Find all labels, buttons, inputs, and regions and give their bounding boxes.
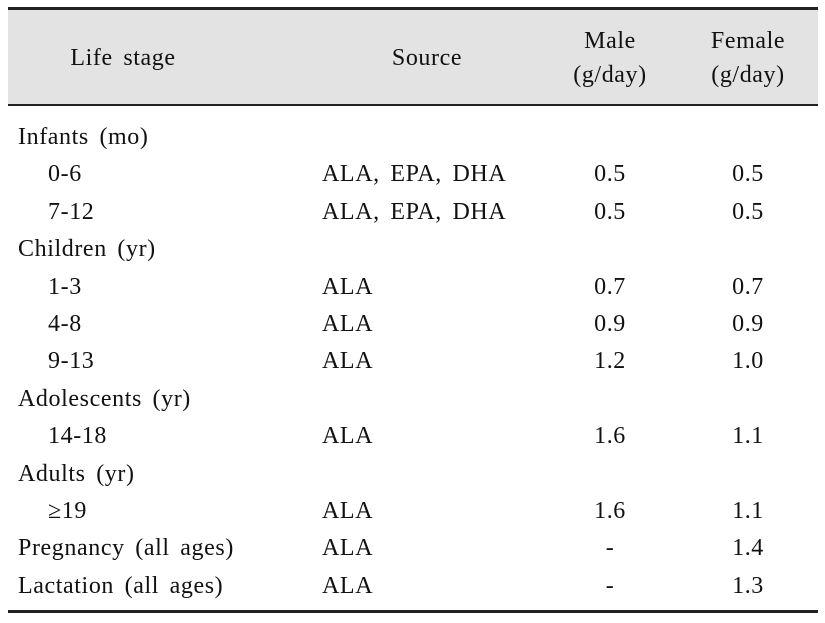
male-value: - (605, 572, 615, 599)
female-value: 0.7 (732, 273, 764, 300)
header-cell: Source (322, 41, 532, 75)
header-text: (g/day) (711, 62, 785, 88)
source: ALA (322, 348, 374, 375)
life-stage: 4-8 (48, 311, 82, 337)
header-cell: Female (g/day) (685, 24, 811, 92)
life-stage: 7-12 (48, 198, 95, 225)
female-value: 0.9 (732, 311, 764, 337)
female-value: 1.3 (732, 572, 764, 599)
male-value: 0.9 (594, 311, 626, 337)
female-value: 1.4 (732, 535, 764, 562)
source: ALA (322, 572, 374, 599)
source: ALA (322, 311, 374, 337)
top-rule (8, 7, 818, 10)
header-text: Female (710, 28, 786, 54)
source: ALA (322, 423, 374, 450)
header-cell: Male (g/day) (555, 24, 665, 92)
male-value: - (605, 535, 615, 562)
life-stage: Pregnancy (all ages) (18, 535, 234, 562)
male-value: 0.5 (594, 198, 626, 225)
female-value: 1.1 (732, 498, 764, 524)
female-value: 0.5 (732, 198, 764, 225)
life-stage: 9-13 (48, 348, 95, 375)
female-value: 1.0 (732, 348, 764, 375)
header-text: (g/day) (573, 62, 647, 88)
male-value: 1.2 (594, 348, 626, 375)
header-text: Life stage (70, 45, 176, 71)
male-value: 1.6 (594, 423, 626, 450)
female-value: 0.5 (732, 161, 764, 188)
header-text: Male (584, 28, 636, 54)
source: ALA (322, 535, 374, 562)
male-value: 0.7 (594, 273, 626, 300)
header-rule (8, 104, 818, 106)
header-background (8, 10, 818, 105)
group-label: Children (yr) (18, 236, 156, 263)
source: ALA, EPA, DHA (322, 198, 507, 225)
header-cell: Life stage (18, 41, 228, 75)
source: ALA (322, 273, 374, 300)
life-stage: 0-6 (48, 161, 82, 188)
life-stage: 1-3 (48, 273, 82, 300)
male-value: 0.5 (594, 161, 626, 188)
group-label: Adults (yr) (18, 460, 135, 487)
life-stage: 14-18 (48, 423, 107, 450)
bottom-rule (8, 610, 818, 613)
life-stage: ≥19 (48, 498, 87, 524)
group-label: Adolescents (yr) (18, 385, 191, 412)
male-value: 1.6 (594, 498, 626, 524)
source: ALA, EPA, DHA (322, 161, 507, 188)
life-stage: Lactation (all ages) (18, 572, 224, 599)
source: ALA (322, 498, 374, 524)
group-label: Infants (mo) (18, 124, 149, 150)
female-value: 1.1 (732, 423, 764, 450)
header-text: Source (391, 45, 463, 71)
